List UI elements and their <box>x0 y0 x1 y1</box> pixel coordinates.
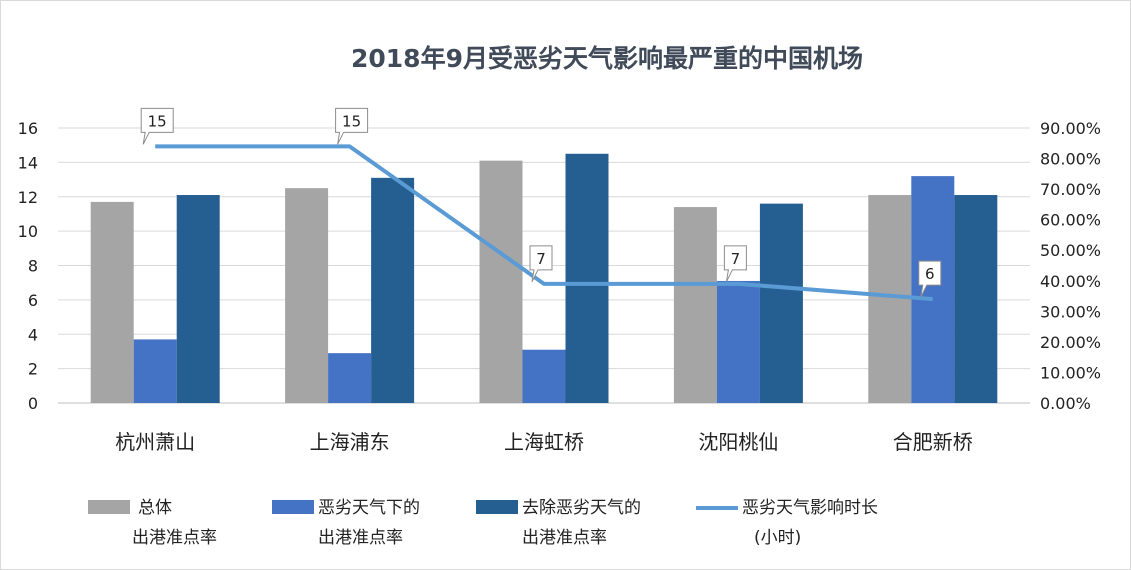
data-label: 7 <box>536 250 546 268</box>
bar <box>716 280 760 403</box>
legend-label-line2: 出港准点率 <box>318 528 403 548</box>
data-label-callout <box>529 245 553 283</box>
duration-line-group: 15 15 7 7 6 <box>140 107 942 302</box>
bar <box>673 207 717 403</box>
legend-label-line2: (小时) <box>754 528 802 548</box>
left-tick-label: 16 <box>18 119 38 138</box>
legend-swatch-bad-weather <box>272 500 314 514</box>
left-tick-label: 8 <box>28 257 38 276</box>
bars <box>90 153 998 403</box>
right-tick-label: 70.00% <box>1040 180 1101 199</box>
category-label: 上海浦东 <box>310 430 390 454</box>
data-label-callout <box>140 107 174 145</box>
left-axis-ticks: 0 2 4 6 8 10 12 14 16 <box>18 119 38 413</box>
bar <box>328 353 372 403</box>
right-tick-label: 10.00% <box>1040 363 1101 382</box>
category-label: 杭州萧山 <box>115 430 195 454</box>
gridlines <box>58 127 1030 404</box>
left-tick-label: 2 <box>28 360 38 379</box>
legend-swatch-overall <box>88 500 130 514</box>
data-label-callout <box>918 260 942 298</box>
bar <box>954 195 998 403</box>
legend-label-line2: 出港准点率 <box>132 528 217 548</box>
legend-label-line1: 去除恶劣天气的 <box>522 498 641 518</box>
left-tick-label: 4 <box>28 325 38 344</box>
left-tick-label: 0 <box>28 394 38 413</box>
data-label-callout <box>335 107 369 145</box>
duration-line <box>155 144 933 302</box>
left-tick-label: 10 <box>18 222 38 241</box>
bar <box>371 177 415 403</box>
bar <box>565 153 609 403</box>
bar <box>479 160 523 403</box>
legend-label-line1: 恶劣天气影响时长 <box>742 498 878 518</box>
right-tick-label: 30.00% <box>1040 302 1101 321</box>
category-labels: 杭州萧山 上海浦东 上海虹桥 沈阳桃仙 合肥新桥 <box>115 430 973 454</box>
right-tick-label: 80.00% <box>1040 150 1101 169</box>
right-tick-label: 60.00% <box>1040 211 1101 230</box>
category-label: 上海虹桥 <box>504 430 584 454</box>
bar <box>285 188 329 403</box>
legend-label-line2: 出港准点率 <box>522 528 607 548</box>
legend-label-line1: 总体 <box>138 498 172 518</box>
legend-label-line1: 恶劣天气下的 <box>318 498 420 518</box>
right-tick-label: 0.00% <box>1040 394 1091 413</box>
right-tick-label: 50.00% <box>1040 241 1101 260</box>
right-tick-label: 40.00% <box>1040 272 1101 291</box>
bar <box>759 203 803 403</box>
data-label-callout <box>723 245 747 283</box>
left-tick-label: 12 <box>18 188 38 207</box>
right-axis-ticks: 0.00% 10.00% 20.00% 30.00% 40.00% 50.00% 60.00… <box>1040 119 1101 413</box>
data-label: 15 <box>342 112 361 130</box>
data-label: 15 <box>148 112 167 130</box>
left-tick-label: 6 <box>28 291 38 310</box>
bar <box>868 195 912 403</box>
bar <box>522 349 566 403</box>
chart-title: 2018年9月受恶劣天气影响最严重的中国机场 <box>351 44 863 73</box>
bar <box>176 195 220 403</box>
category-label: 沈阳桃仙 <box>698 430 778 454</box>
legend-swatch-duration <box>696 506 738 510</box>
bar <box>133 339 177 403</box>
data-label: 6 <box>925 265 935 283</box>
data-label: 7 <box>731 250 741 268</box>
legend-swatch-excluding-weather <box>476 500 518 514</box>
bar <box>90 201 134 403</box>
bar <box>911 176 955 403</box>
category-label: 合肥新桥 <box>893 430 973 454</box>
left-tick-label: 14 <box>18 153 38 172</box>
right-tick-label: 90.00% <box>1040 119 1101 138</box>
right-tick-label: 20.00% <box>1040 333 1101 352</box>
